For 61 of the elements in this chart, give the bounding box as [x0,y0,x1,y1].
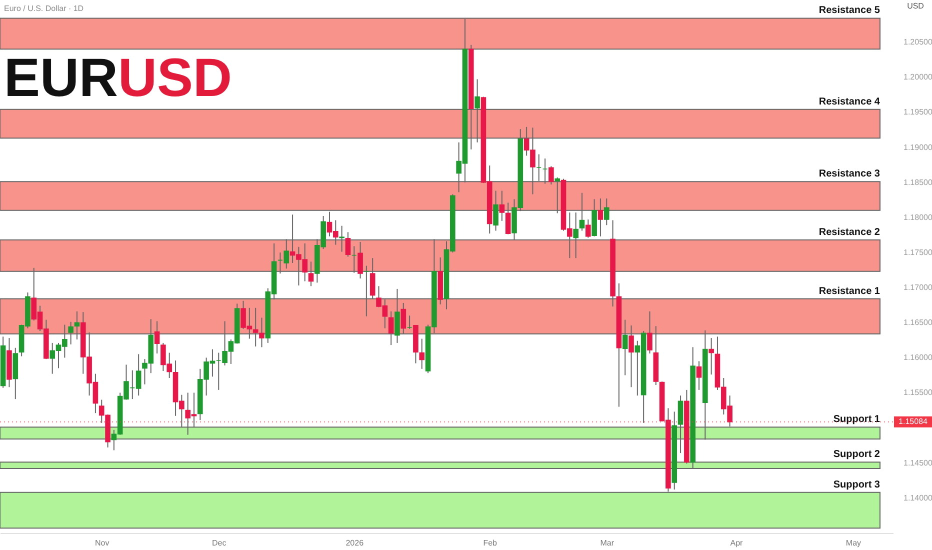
candlestick [339,225,344,252]
candlestick [358,241,363,279]
band-label: Resistance 3 [818,168,880,180]
band-label: Resistance 5 [818,5,880,16]
x-tick-label: Nov [95,538,110,548]
candlestick [154,320,160,354]
y-tick-label: 1.17000 [904,283,932,292]
y-tick-label: 1.20500 [904,38,932,47]
band-label: Support 3 [833,479,880,490]
y-tick-label: 1.15500 [904,388,932,398]
x-tick-label: Dec [212,538,226,548]
x-tick-label: Mar [600,538,614,548]
candlestick [573,212,578,259]
candlestick [647,310,652,354]
y-tick-label: 1.19000 [904,142,932,152]
y-tick-label: 1.14000 [904,493,932,502]
candlestick [622,319,628,376]
candlestick [708,338,714,376]
text: Euro / U.S. Dollar · 1D [4,4,84,13]
candlestick [696,360,702,390]
x-tick-label: May [846,538,862,548]
y-tick-label: 1.14500 [904,458,932,468]
candlestick [505,202,511,235]
x-tick-label: Feb [483,538,498,548]
y-tick-label: 1.16500 [904,318,932,328]
candlestick [554,176,560,214]
y-axis-title: USD [907,2,924,10]
band-label: Resistance 1 [818,286,880,297]
candlestick [400,302,406,334]
candlestick [604,198,610,226]
band-label: Resistance 2 [818,226,880,238]
band-label: Resistance 4 [818,96,880,108]
candlestick [388,310,394,346]
candlestick [628,324,634,388]
y-tick-label: 1.18000 [904,212,932,222]
text: EURUSD [4,48,232,108]
candlestick [345,232,351,258]
candlestick [499,190,505,222]
candlestick [586,219,591,238]
band-label: Support 1 [833,414,880,426]
candlestick [493,190,498,232]
candlestick [308,261,314,287]
x-tick-label: 2026 [346,538,364,548]
candlestick [68,321,74,345]
candlestick [74,310,80,340]
candlestick [474,78,480,143]
candlestick [579,192,585,232]
y-tick-label: 1.17500 [904,248,932,257]
y-tick-label: 1.19500 [904,108,932,117]
candlestick [548,166,554,185]
candlestick [678,395,684,454]
x-tick-label: Apr [730,538,744,548]
candlestick [598,198,604,237]
candlestick [394,288,400,344]
ref-line-label: 1.15084 [898,416,928,426]
y-tick-label: 1.18500 [904,178,932,187]
candlestick [419,338,425,370]
candlestick [370,258,376,300]
y-tick-label: 1.20000 [904,72,932,82]
y-tick-label: 1.16000 [904,353,932,362]
band-label: Support 2 [833,449,880,460]
